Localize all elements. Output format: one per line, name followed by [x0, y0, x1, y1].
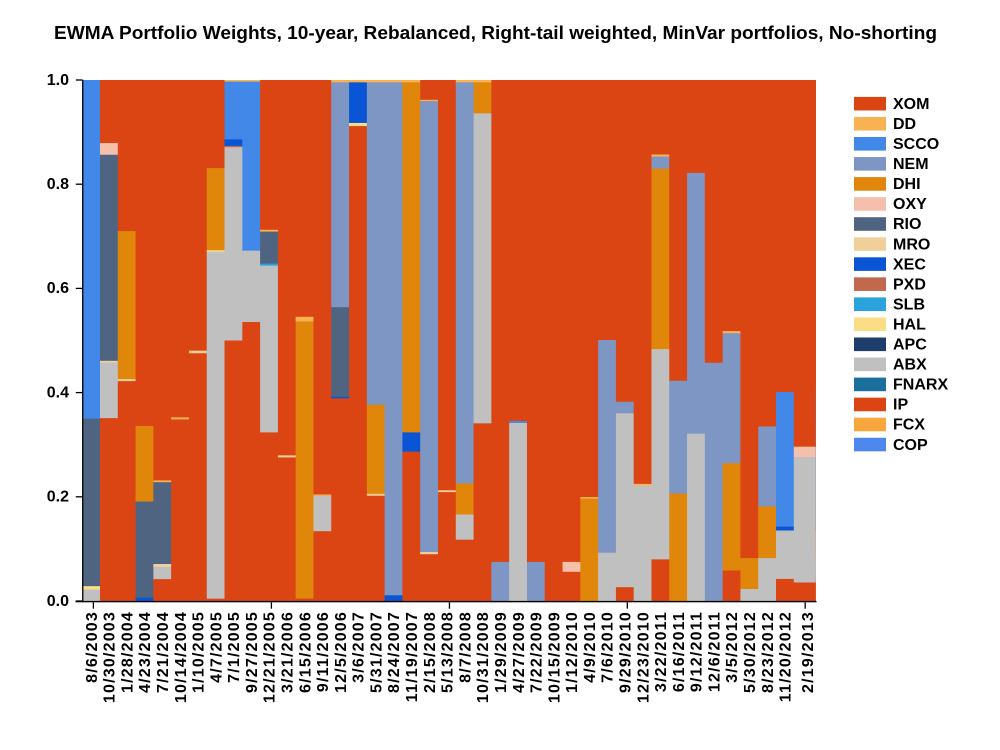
svg-text:3/21/2006: 3/21/2006 [279, 611, 296, 693]
svg-text:1/10/2005: 1/10/2005 [191, 611, 208, 693]
svg-text:7/22/2009: 7/22/2009 [529, 611, 546, 693]
svg-text:SLB: SLB [893, 296, 925, 313]
svg-text:4/23/2004: 4/23/2004 [137, 611, 154, 693]
svg-text:10/31/2008: 10/31/2008 [475, 611, 492, 703]
svg-text:2/15/2008: 2/15/2008 [422, 611, 439, 693]
svg-text:APC: APC [893, 337, 927, 354]
svg-text:9/11/2006: 9/11/2006 [315, 611, 332, 692]
svg-text:HAL: HAL [893, 316, 926, 333]
svg-text:0.6: 0.6 [47, 280, 69, 297]
svg-text:0.8: 0.8 [47, 176, 69, 193]
svg-text:3/22/2011: 3/22/2011 [653, 611, 670, 692]
svg-text:1/28/2004: 1/28/2004 [119, 611, 136, 693]
svg-text:DD: DD [893, 116, 916, 133]
svg-text:12/5/2006: 12/5/2006 [333, 611, 350, 693]
svg-text:7/6/2010: 7/6/2010 [600, 611, 617, 683]
svg-text:PXD: PXD [893, 276, 926, 293]
svg-text:5/31/2007: 5/31/2007 [368, 611, 385, 693]
svg-text:0.4: 0.4 [47, 384, 69, 401]
svg-text:SCCO: SCCO [893, 136, 939, 153]
svg-text:ABX: ABX [893, 357, 927, 374]
svg-text:DHI: DHI [893, 176, 921, 193]
svg-text:8/6/2003: 8/6/2003 [84, 611, 101, 683]
svg-text:FCX: FCX [893, 417, 925, 434]
svg-text:0.0: 0.0 [47, 593, 69, 610]
svg-text:EWMA Portfolio Weights, 10-yea: EWMA Portfolio Weights, 10-year, Rebalan… [54, 22, 937, 43]
svg-text:9/29/2010: 9/29/2010 [618, 611, 635, 693]
svg-text:1/12/2010: 1/12/2010 [564, 611, 581, 693]
svg-text:11/20/2012: 11/20/2012 [778, 611, 795, 702]
svg-text:2/19/2013: 2/19/2013 [800, 611, 817, 693]
svg-text:5/30/2012: 5/30/2012 [742, 611, 759, 693]
svg-text:XEC: XEC [893, 256, 926, 273]
svg-text:1.0: 1.0 [47, 72, 69, 89]
svg-text:OXY: OXY [893, 196, 927, 213]
svg-text:12/21/2005: 12/21/2005 [262, 611, 279, 703]
svg-text:NEM: NEM [893, 156, 929, 173]
svg-text:8/7/2008: 8/7/2008 [457, 611, 474, 683]
svg-text:8/23/2012: 8/23/2012 [760, 611, 777, 693]
svg-text:4/7/2005: 4/7/2005 [208, 611, 225, 683]
svg-text:IP: IP [893, 397, 908, 414]
svg-text:4/9/2010: 4/9/2010 [582, 611, 599, 683]
svg-text:11/19/2007: 11/19/2007 [404, 611, 421, 702]
svg-text:12/6/2011: 12/6/2011 [706, 611, 723, 692]
svg-text:RIO: RIO [893, 216, 921, 233]
svg-text:10/15/2009: 10/15/2009 [546, 611, 563, 703]
svg-text:10/14/2004: 10/14/2004 [173, 611, 190, 703]
svg-text:7/1/2005: 7/1/2005 [226, 611, 243, 683]
svg-text:XOM: XOM [893, 96, 929, 113]
svg-text:COP: COP [893, 437, 928, 454]
svg-text:9/27/2005: 9/27/2005 [244, 611, 261, 693]
svg-text:3/6/2007: 3/6/2007 [351, 611, 368, 683]
svg-text:0.2: 0.2 [47, 489, 69, 506]
svg-text:6/15/2006: 6/15/2006 [297, 611, 314, 693]
svg-text:3/5/2012: 3/5/2012 [724, 611, 741, 683]
svg-text:9/12/2011: 9/12/2011 [689, 611, 706, 692]
svg-text:6/16/2011: 6/16/2011 [671, 611, 688, 692]
svg-text:FNARX: FNARX [893, 377, 948, 394]
svg-text:1/29/2009: 1/29/2009 [493, 611, 510, 693]
svg-text:5/13/2008: 5/13/2008 [440, 611, 457, 693]
svg-text:12/23/2010: 12/23/2010 [635, 611, 652, 703]
svg-text:MRO: MRO [893, 236, 930, 253]
svg-text:8/24/2007: 8/24/2007 [386, 611, 403, 693]
svg-text:7/21/2004: 7/21/2004 [155, 611, 172, 693]
svg-text:10/30/2003: 10/30/2003 [102, 611, 119, 703]
svg-text:4/27/2009: 4/27/2009 [511, 611, 528, 693]
